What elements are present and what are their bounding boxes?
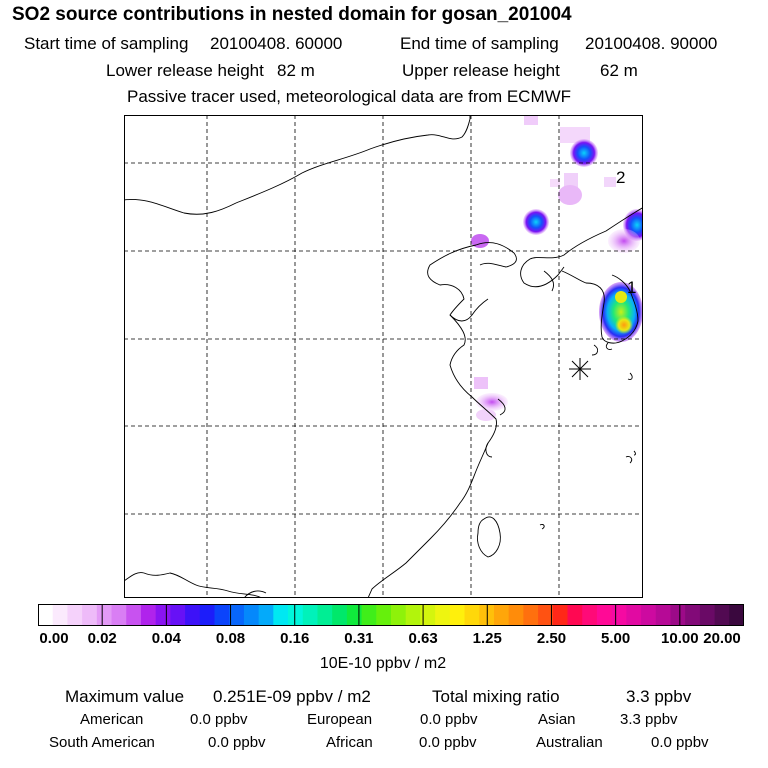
colorbar-cell [361,604,377,626]
colorbar-cell [229,604,245,626]
colorbar-cell [185,604,201,626]
receptor-marker-asterisk [569,358,591,380]
colorbar-cell [199,604,215,626]
region-name: South American [49,734,155,751]
start-time-label: Start time of sampling [24,34,189,53]
colorbar-cell [552,604,568,626]
colorbar-cell [449,604,465,626]
colorbar-cell [302,604,318,626]
colorbar-cell [67,604,83,626]
total-mixing-label: Total mixing ratio [432,687,560,706]
colorbar-cell [214,604,230,626]
colorbar-cell [464,604,480,626]
region-name: European [307,711,373,728]
colorbar-cell [655,604,671,626]
colorbar-cell [258,604,274,626]
upper-release-value: 62 m [600,61,638,80]
colorbar-cell [288,604,304,626]
colorbar-cell [126,604,142,626]
colorbar [38,604,744,626]
colorbar-cell [685,604,701,626]
colorbar-tick-label: 0.08 [215,630,246,647]
colorbar-cell [523,604,539,626]
region-name: American [80,711,144,728]
colorbar-tick-label: 0.00 [39,630,69,647]
colorbar-cell [243,604,260,626]
colorbar-cell [729,604,744,626]
colorbar-unit-label: 10E-10 ppbv / m2 [319,655,447,672]
colorbar-cell [96,604,112,626]
colorbar-cell [641,604,657,626]
colorbar-tick-label: 0.02 [87,630,117,647]
end-time-label: End time of sampling [400,34,559,53]
colorbar-tick-label: 0.63 [408,630,438,647]
max-value-label: Maximum value [65,687,185,706]
colorbar-cell [376,604,392,626]
colorbar-cell [611,604,627,626]
colorbar-cell [714,604,730,626]
total-mixing-value: 3.3 ppbv [626,687,692,706]
colorbar-tick-label: 20.00 [703,630,741,647]
colorbar-cell [140,604,157,626]
colorbar-cell [52,604,68,626]
colorbar-cell [670,604,686,626]
map-marker-label-2: 2 [616,168,625,187]
colorbar-cell [170,604,186,626]
colorbar-cell [626,604,642,626]
colorbar-cell [508,604,524,626]
colorbar-cell [493,604,510,626]
region-value: 0.0 ppbv [190,711,248,728]
region-name: African [326,734,373,751]
region-value: 0.0 ppbv [419,734,477,751]
upper-release-label: Upper release height [402,61,560,80]
colorbar-tick-label: 5.00 [601,630,631,647]
region-value: 0.0 ppbv [651,734,709,751]
colorbar-tick-label: 0.31 [344,630,374,647]
page-title: SO2 source contributions in nested domai… [12,4,572,25]
max-value: 0.251E-09 ppbv / m2 [213,687,371,706]
region-value: 0.0 ppbv [208,734,266,751]
colorbar-cell [82,604,98,626]
colorbar-cell [582,604,598,626]
colorbar-cell [391,604,407,626]
colorbar-cell [596,604,613,626]
colorbar-cell [420,604,436,626]
coastlines [124,115,643,598]
colorbar-tick-label: 10.00 [661,630,699,647]
colorbar-tick-label: 0.04 [151,630,181,647]
concentration-plumes [471,115,643,421]
lower-release-value: 82 m [277,61,315,80]
region-name: Australian [536,734,603,751]
colorbar-cell [317,604,333,626]
region-value: 0.0 ppbv [420,711,478,728]
colorbar-tick-label: 0.16 [280,630,310,647]
colorbar-cell [332,604,348,626]
colorbar-tick-label: 2.50 [536,630,567,647]
colorbar-cell [346,604,362,626]
colorbar-cell [567,604,583,626]
colorbar-cell [699,604,715,626]
map-marker-label-1: 1 [627,278,636,297]
grid-lines [124,115,643,598]
colorbar-cell [111,604,127,626]
region-value: 3.3 ppbv [620,711,678,728]
colorbar-cell [435,604,451,626]
colorbar-cell [538,604,554,626]
tracer-note: Passive tracer used, meteorological data… [127,87,572,106]
colorbar-cell [38,604,54,626]
colorbar-tick-label: 1.25 [472,630,502,647]
colorbar-cell [155,604,171,626]
lower-release-label: Lower release height [106,61,264,80]
colorbar-cell [273,604,289,626]
region-name: Asian [538,711,576,728]
start-time-value: 20100408. 60000 [210,34,343,53]
map-panel: 1 2 [124,115,643,598]
end-time-value: 20100408. 90000 [585,34,718,53]
colorbar-cell [405,604,421,626]
